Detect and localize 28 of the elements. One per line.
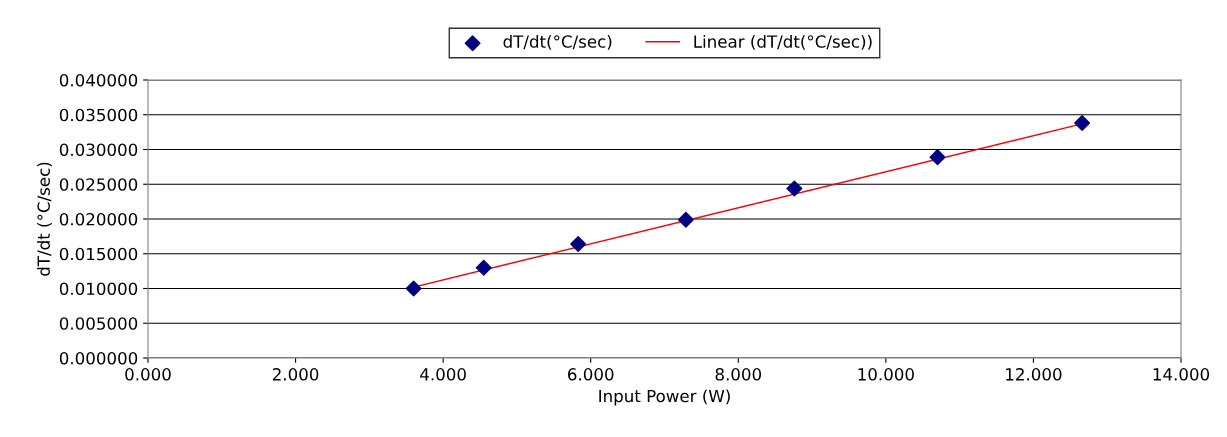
y-tick-label: 0.000000 xyxy=(59,351,138,365)
x-tick-label: 6.000 xyxy=(568,368,614,381)
point xyxy=(570,236,587,252)
x-tick-label: 8.000 xyxy=(715,368,762,381)
x-tick-label: 0.000 xyxy=(125,368,171,381)
y-tick-label: 0.035000 xyxy=(59,108,138,122)
y-tick-label: 0.005000 xyxy=(59,317,138,330)
point xyxy=(405,280,422,297)
x-axis-title: Input Power (W) xyxy=(599,389,730,406)
point xyxy=(1074,115,1091,132)
x-tick-label: 10.000 xyxy=(858,368,914,381)
y-axis-title: dT/dt (°C/sec) xyxy=(37,162,52,276)
y-tick-label: 0.020000 xyxy=(59,212,138,226)
point xyxy=(475,259,492,276)
point xyxy=(677,211,694,228)
x-tick-label: 12.000 xyxy=(1006,368,1062,381)
point xyxy=(786,180,803,197)
y-tick-label: 0.015000 xyxy=(59,247,138,261)
x-tick-label: 14.000 xyxy=(1153,368,1210,381)
x-tick-label: 2.000 xyxy=(272,368,319,381)
legend-label: dT/dt(°C/sec) xyxy=(503,34,612,50)
legend-label: Linear (dT/dt(°C/sec)) xyxy=(694,34,872,50)
y-tick-label: 0.030000 xyxy=(59,143,138,157)
y-tick-label: 0.025000 xyxy=(59,178,138,191)
point xyxy=(929,149,946,166)
y-tick-label: 0.010000 xyxy=(59,282,138,296)
x-tick-label: 4.000 xyxy=(420,368,466,381)
y-tick-label: 0.040000 xyxy=(59,73,138,87)
